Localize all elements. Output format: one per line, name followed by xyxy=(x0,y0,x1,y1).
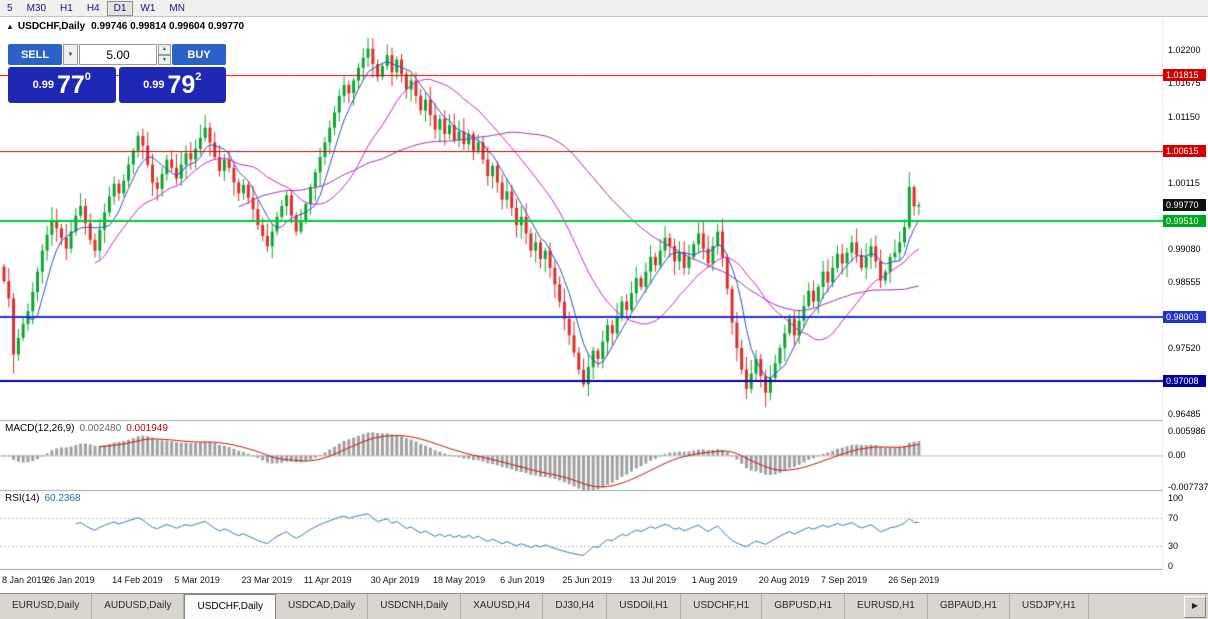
price-axis-label: 0.98555 xyxy=(1168,277,1201,288)
timeframe-button-mn[interactable]: MN xyxy=(169,2,185,14)
date-axis-label: 23 Mar 2019 xyxy=(241,575,292,585)
buy-price-big: 79 xyxy=(167,71,196,99)
chart-tab-usdchf-h1[interactable]: USDCHF,H1 xyxy=(681,594,763,619)
timeframe-button-h1[interactable]: H1 xyxy=(60,2,73,14)
volume-dropdown-icon[interactable]: ▼ xyxy=(63,44,78,65)
rsi-label: RSI(14) 60.2368 xyxy=(5,493,81,504)
macd-label: MACD(12,26,9) 0.002480 0.001949 xyxy=(5,423,168,434)
macd-name: MACD(12,26,9) xyxy=(5,423,75,434)
macd-axis-label: 0.00 xyxy=(1168,450,1186,461)
date-axis-label: 1 Aug 2019 xyxy=(691,575,738,585)
buy-price-box[interactable]: 0.99 79 2 xyxy=(118,67,226,103)
chart-tab-audusd-daily[interactable]: AUDUSD,Daily xyxy=(92,594,185,619)
buy-button[interactable]: BUY xyxy=(172,44,226,65)
chart-tab-gbpaud-h1[interactable]: GBPAUD,H1 xyxy=(928,594,1010,619)
timeframe-toolbar: 5 M30 H1 H4 D1 W1 MN xyxy=(0,0,1208,17)
sell-price-sup: 0 xyxy=(84,71,91,83)
macd-main-value: 0.002480 xyxy=(79,423,122,434)
chart-tab-eurusd-daily[interactable]: EURUSD,Daily xyxy=(0,594,93,619)
buy-price-sup: 2 xyxy=(195,71,202,83)
chart-tab-xauusd-h4[interactable]: XAUUSD,H4 xyxy=(461,594,544,619)
timeframe-button-h4[interactable]: H4 xyxy=(86,2,100,14)
one-click-collapse-icon[interactable]: ▲ xyxy=(6,22,14,31)
timeframe-button-w1[interactable]: W1 xyxy=(140,2,156,14)
date-axis-label: 30 Apr 2019 xyxy=(370,575,420,585)
price-axis-label: 1.00115 xyxy=(1168,177,1200,188)
date-axis-label: 8 Jan 2019 xyxy=(2,575,47,585)
rsi-value: 60.2368 xyxy=(44,493,81,504)
price-level-tag: 0.98003 xyxy=(1163,311,1206,324)
date-axis-label: 20 Aug 2019 xyxy=(758,575,810,585)
volume-increase-icon[interactable]: ▲ xyxy=(158,44,171,55)
volume-input[interactable] xyxy=(79,44,157,65)
timeframe-button-5[interactable]: 5 xyxy=(7,2,13,14)
chart-tab-usdjpy-h1[interactable]: USDJPY,H1 xyxy=(1010,594,1089,619)
price-axis-label: 1.01675 xyxy=(1168,78,1201,89)
price-level-tag: 0.99770 xyxy=(1163,198,1206,211)
chart-tab-bar: EURUSD,Daily AUDUSD,Daily USDCHF,Daily USDC… xyxy=(0,593,1208,619)
chart-tab-usdcnh-daily[interactable]: USDCNH,Daily xyxy=(368,594,462,619)
chart-tab-dj30-h4[interactable]: DJ30,H4 xyxy=(543,594,608,619)
date-axis-label: 11 Apr 2019 xyxy=(303,575,352,585)
price-level-tag: 1.01815 xyxy=(1163,68,1206,81)
sell-button[interactable]: SELL xyxy=(8,44,62,65)
date-axis-label: 26 Sep 2019 xyxy=(888,575,940,585)
buy-price-base: 0.99 xyxy=(143,79,165,91)
price-level-tag: 0.99510 xyxy=(1163,215,1206,228)
date-axis-label: 5 Mar 2019 xyxy=(174,575,220,585)
price-level-tag: 0.97008 xyxy=(1163,374,1206,387)
macd-signal-value: 0.001949 xyxy=(126,423,168,434)
price-axis-label: 1.01150 xyxy=(1168,111,1200,122)
date-axis-label: 18 May 2019 xyxy=(433,575,486,585)
chart-title: ▲ USDCHF,Daily 0.99746 0.99814 0.99604 0.9… xyxy=(6,21,244,32)
date-axis-label: 25 Jun 2019 xyxy=(562,575,612,585)
chart-tab-gbpusd-h1[interactable]: GBPUSD,H1 xyxy=(762,594,846,619)
rsi-axis-label: 0 xyxy=(1168,561,1174,571)
date-axis-label: 26 Jan 2019 xyxy=(45,575,95,585)
date-axis-label: 13 Jul 2019 xyxy=(629,575,676,585)
rsi-axis-label: 30 xyxy=(1168,540,1179,551)
rsi-name: RSI(14) xyxy=(5,493,40,504)
chart-tab-eurusd-h1[interactable]: EURUSD,H1 xyxy=(845,594,928,619)
sell-price-base: 0.99 xyxy=(32,79,54,91)
timeframe-button-m30[interactable]: M30 xyxy=(26,2,47,14)
chart-tab-usdoil-h1[interactable]: USDOil,H1 xyxy=(607,594,682,619)
price-axis-label: 0.97520 xyxy=(1168,343,1201,354)
chart-tab-usdcad-daily[interactable]: USDCAD,Daily xyxy=(276,594,369,619)
sell-price-box[interactable]: 0.99 77 0 xyxy=(8,67,116,103)
chart-canvas[interactable] xyxy=(0,17,1208,570)
one-click-trading-panel: SELL ▼ ▲ ▼ BUY 0.99 77 0 0.99 79 2 xyxy=(8,44,226,103)
price-axis[interactable]: 1.02200 1.01675 1.01150 1.00115 0.99080 0.985… xyxy=(1163,17,1208,571)
macd-axis-label: -0.007737 xyxy=(1168,482,1208,492)
sell-price-big: 77 xyxy=(56,71,85,99)
rsi-axis-label: 100 xyxy=(1168,493,1184,503)
price-axis-label: 1.02200 xyxy=(1168,45,1201,55)
timeframe-button-d1[interactable]: D1 xyxy=(106,0,134,16)
price-axis-label: 0.96485 xyxy=(1168,408,1201,419)
price-axis-label: 0.99080 xyxy=(1168,243,1201,254)
rsi-axis-label: 70 xyxy=(1168,513,1179,524)
macd-axis-label: 0.005986 xyxy=(1168,426,1206,436)
time-axis[interactable]: 8 Jan 2019 26 Jan 2019 14 Feb 2019 5 Mar 20… xyxy=(0,570,1208,593)
date-axis-label: 6 Jun 2019 xyxy=(500,575,545,585)
date-axis-label: 14 Feb 2019 xyxy=(112,575,163,585)
chart-ohlc-values: 0.99746 0.99814 0.99604 0.99770 xyxy=(91,21,245,32)
date-axis-label: 7 Sep 2019 xyxy=(821,575,868,585)
price-level-tag: 1.00615 xyxy=(1163,144,1206,157)
chart-tab-usdchf-daily[interactable]: USDCHF,Daily xyxy=(184,594,277,619)
volume-decrease-icon[interactable]: ▼ xyxy=(158,54,171,65)
chart-symbol-label: USDCHF,Daily xyxy=(17,21,86,32)
tab-scroll-right-button[interactable]: ▶ xyxy=(1184,596,1206,618)
